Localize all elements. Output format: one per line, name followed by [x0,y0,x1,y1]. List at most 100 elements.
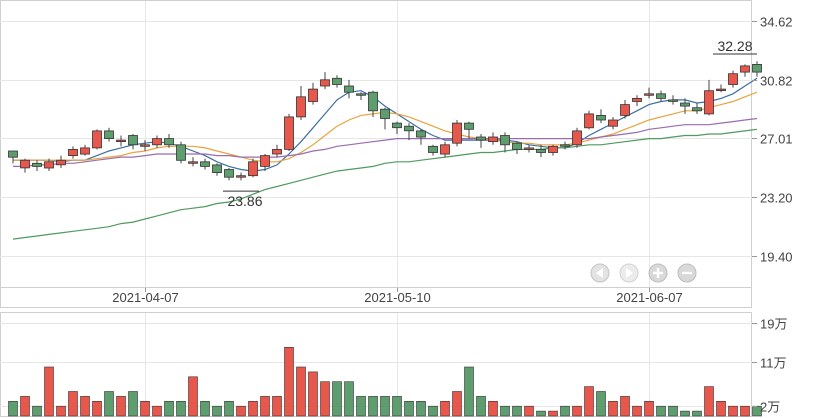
moving-average-line-3 [13,117,758,167]
volume-y-axis: 19万 11万 2万 [752,317,787,415]
candle-body [44,161,54,169]
candle [188,157,198,167]
candle-body [428,145,438,153]
candle [380,107,390,130]
scroll-right-button[interactable] [619,263,639,283]
candle [584,110,594,130]
candle-body [584,113,594,129]
candle [428,144,438,156]
volume-bar [692,410,702,417]
price-panel-frame [0,0,752,308]
candle-body [68,148,78,156]
candle [392,121,402,134]
price-y-tick-label: 27.01 [760,132,793,147]
candle-body [200,161,210,167]
candle-body [716,88,726,91]
volume-bar [116,396,126,417]
scroll-left-button[interactable] [590,263,610,283]
candle-body [608,119,618,127]
volume-bar [164,400,174,417]
volume-bar [344,381,354,417]
volume-bar [260,396,270,417]
high-value-label: 32.28 [717,38,752,54]
candle [92,129,102,150]
date-tick-label: 2021-06-07 [616,290,683,305]
candle [452,120,462,147]
candle [140,140,150,151]
candle [308,82,318,105]
candle-body [656,93,666,99]
volume-bar [608,400,618,417]
candle [620,99,630,119]
candle-body [500,135,510,146]
candle [692,103,702,114]
candle-body [404,125,414,132]
candle [56,155,66,168]
candle [632,95,642,107]
zoom-in-button[interactable] [648,263,668,283]
candle-body [464,122,474,130]
candle-body [536,148,546,153]
volume-panel: 19万 11万 2万 [0,312,787,417]
volume-bar [356,396,366,417]
candle-body [56,159,66,166]
candle [332,75,342,88]
candle [224,167,234,181]
volume-bar [68,391,78,417]
candle-body [620,104,630,116]
candle-body [260,155,270,167]
volume-bar [548,410,558,417]
candle-body [212,164,222,173]
candle [80,144,90,156]
volume-bar [44,366,54,417]
volume-bar [56,405,66,417]
candle [500,132,510,153]
volume-bar [644,400,654,417]
candle-body [596,115,606,121]
volume-bar [572,405,582,417]
volume-bars [8,346,762,417]
volume-bar [404,400,414,417]
candle [176,141,186,164]
moving-average-lines [12,77,758,240]
candle-body [356,93,366,96]
candle [752,61,762,77]
candle [368,90,378,117]
candle-body [224,169,234,178]
volume-bar [416,400,426,417]
candle [524,144,534,153]
candle-body [20,159,30,169]
volume-bar [80,396,90,417]
candle [212,163,222,176]
candle-body [236,175,246,178]
zoom-out-button[interactable] [677,263,697,283]
candle [32,160,42,172]
volume-bar [200,400,210,417]
price-y-tick-label: 23.20 [760,191,793,206]
volume-bar [620,396,630,417]
volume-bar [296,366,306,417]
candle-body [452,122,462,144]
volume-bar [632,405,642,417]
candle [44,158,54,172]
candlesticks [8,61,762,181]
candle [668,95,678,105]
candle [68,146,78,159]
date-axis: 2021-04-07 2021-05-10 2021-06-07 [112,287,683,305]
candle [704,79,714,116]
candle [680,98,690,114]
volume-bar [92,400,102,417]
candle-body [680,102,690,107]
volume-bar [488,400,498,417]
volume-bar [284,346,294,417]
candle-body [728,73,738,85]
volume-bar [464,366,474,417]
candle-body [668,99,678,102]
candle-body [512,142,522,150]
candle [128,133,138,150]
price-y-tick-label: 34.62 [760,15,793,30]
volume-bar [320,381,330,417]
volume-bar [152,405,162,417]
volume-bar [188,376,198,417]
